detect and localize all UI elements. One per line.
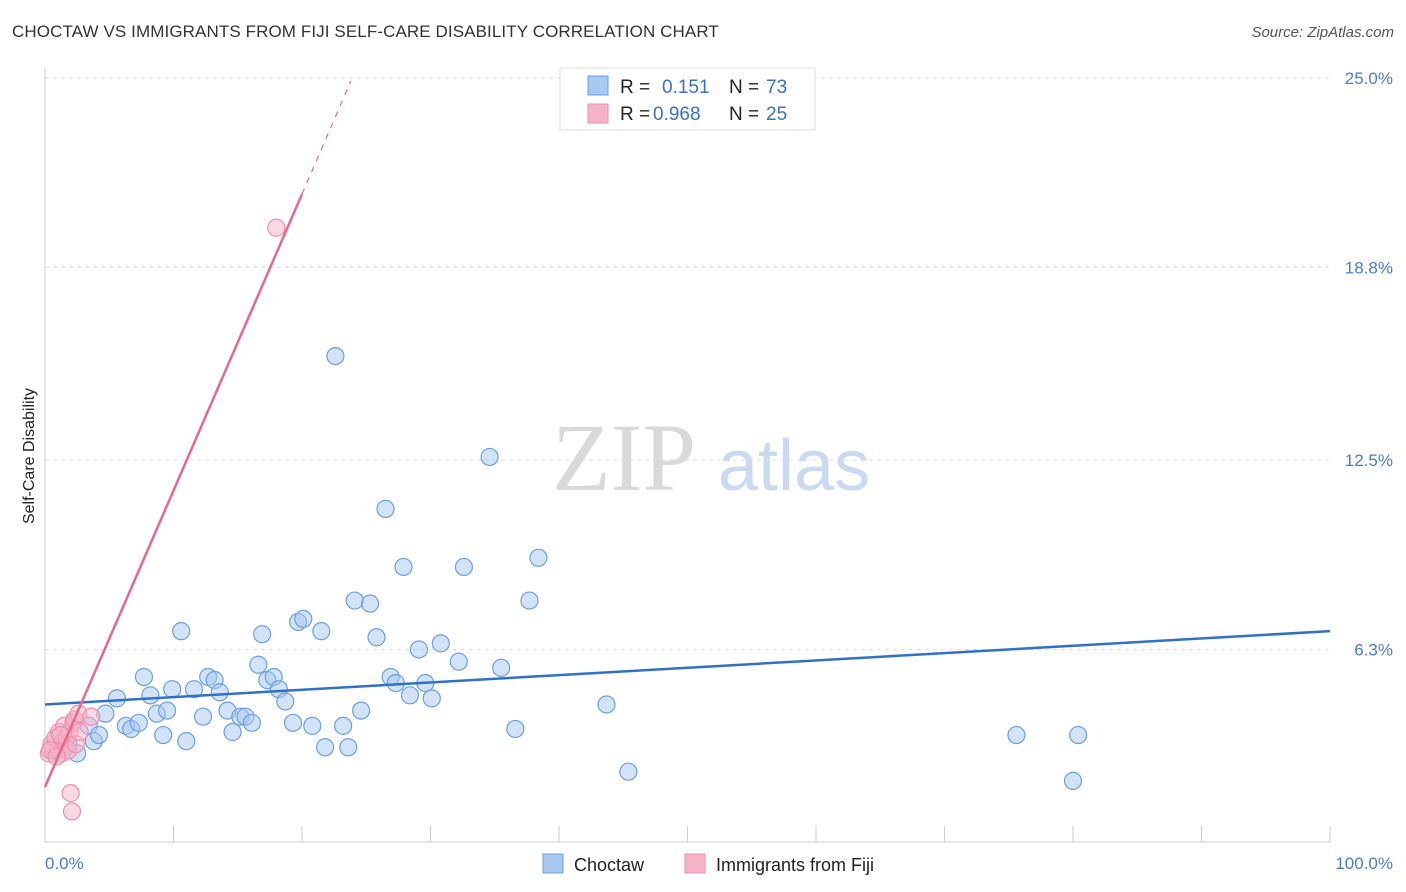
legend-r-label-2: R =	[620, 104, 650, 125]
fiji-point-14	[62, 802, 82, 821]
choctaw-point-68	[1063, 771, 1083, 790]
bottom-legend-label-fiji: Immigrants from Fiji	[716, 855, 874, 875]
choctaw-point-48	[367, 628, 386, 647]
choctaw-point-31	[253, 625, 272, 644]
series-choctaw	[43, 346, 1088, 790]
y-tick-label-3: 25.0%	[1345, 69, 1393, 88]
choctaw-point-8	[107, 689, 127, 708]
choctaw-point-39	[303, 716, 322, 735]
choctaw-point-54	[409, 640, 429, 659]
choctaw-point-21	[193, 707, 213, 726]
trend-line-fiji-extension	[301, 80, 352, 195]
bottom-legend-label-choctaw: Choctaw	[574, 855, 645, 875]
legend-r-label-1: R =	[620, 77, 650, 98]
choctaw-point-13	[141, 686, 160, 705]
choctaw-point-17	[163, 680, 182, 699]
trend-line-fiji	[43, 193, 304, 788]
legend-swatch-fiji	[587, 103, 609, 124]
legend-n-label-2: N =	[729, 104, 759, 125]
watermark-zip: ZIP	[552, 404, 696, 511]
choctaw-point-16	[157, 701, 177, 720]
legend-swatch-choctaw	[587, 75, 609, 96]
y-tick-labels: 6.3% 12.5% 18.8% 25.0%	[1345, 69, 1393, 659]
choctaw-point-19	[177, 732, 196, 751]
chart-title: CHOCTAW VS IMMIGRANTS FROM FIJI SELF-CAR…	[12, 22, 719, 41]
stats-legend: R = 0.151 N = 73 R = 0.968 N = 25	[559, 67, 816, 131]
choctaw-point-58	[449, 652, 468, 671]
choctaw-point-60	[480, 447, 499, 467]
choctaw-point-66	[619, 762, 638, 781]
choctaw-point-62	[506, 719, 525, 739]
watermark-atlas: atlas	[718, 426, 870, 506]
y-axis-label: Self-Care Disability	[21, 388, 38, 524]
choctaw-point-41	[316, 738, 335, 757]
choctaw-point-67	[1007, 725, 1026, 745]
choctaw-point-18	[172, 622, 191, 641]
choctaw-point-46	[352, 701, 371, 720]
choctaw-point-12	[134, 667, 154, 687]
y-tick-label-2: 18.8%	[1345, 258, 1393, 277]
fiji-point-13	[61, 784, 80, 803]
choctaw-point-42	[326, 346, 345, 366]
x-tick-labels: 0.0% 100.0%	[45, 854, 1393, 873]
fiji-point-24	[267, 218, 286, 237]
choctaw-point-43	[334, 716, 353, 735]
choctaw-point-44	[339, 738, 358, 757]
x-tick-label-1: 100.0%	[1335, 854, 1393, 873]
choctaw-point-15	[154, 725, 173, 745]
bottom-legend-swatch-choctaw	[542, 853, 564, 874]
choctaw-point-63	[520, 591, 539, 610]
choctaw-point-65	[597, 695, 616, 714]
choctaw-point-30	[249, 655, 268, 674]
choctaw-point-40	[312, 622, 331, 641]
legend-n-value-1: 73	[766, 77, 787, 98]
choctaw-point-59	[454, 557, 474, 577]
x-tick-label-0: 0.0%	[45, 854, 84, 873]
choctaw-point-26	[223, 722, 242, 742]
choctaw-point-56	[422, 689, 441, 708]
fiji-point-20	[82, 707, 101, 726]
choctaw-point-69	[1069, 725, 1088, 745]
y-tick-label-1: 12.5%	[1345, 451, 1393, 470]
choctaw-point-47	[361, 594, 380, 613]
choctaw-point-24	[210, 683, 229, 702]
source-credit: Source: ZipAtlas.com	[1251, 24, 1394, 41]
legend-r-value-2: 0.968	[653, 104, 701, 125]
series-legend: Choctaw Immigrants from Fiji	[542, 853, 874, 875]
legend-n-value-2: 25	[766, 104, 787, 125]
choctaw-point-57	[431, 634, 450, 653]
y-tick-label-0: 6.3%	[1354, 640, 1393, 659]
gridlines	[45, 77, 1330, 650]
choctaw-point-11	[129, 713, 148, 732]
bottom-legend-swatch-fiji	[684, 853, 706, 874]
trend-line-choctaw	[44, 629, 1331, 706]
legend-r-value-1: 0.151	[662, 77, 710, 98]
series-immigrants-from-fiji	[39, 218, 286, 821]
choctaw-point-38	[294, 609, 313, 629]
x-tick-marks	[173, 826, 1331, 842]
choctaw-point-6	[89, 725, 109, 745]
choctaw-point-49	[376, 499, 395, 518]
choctaw-point-45	[345, 591, 364, 610]
choctaw-point-20	[184, 680, 204, 699]
choctaw-point-64	[529, 548, 548, 567]
watermark: ZIP atlas	[552, 404, 870, 511]
choctaw-point-61	[492, 658, 511, 677]
choctaw-point-36	[283, 713, 303, 732]
choctaw-point-35	[276, 692, 295, 711]
fiji-point-19	[70, 722, 89, 742]
legend-n-label-1: N =	[729, 77, 759, 98]
choctaw-point-29	[242, 713, 261, 732]
choctaw-point-52	[394, 557, 413, 577]
choctaw-point-53	[400, 686, 420, 705]
trend-lines	[43, 80, 1331, 788]
